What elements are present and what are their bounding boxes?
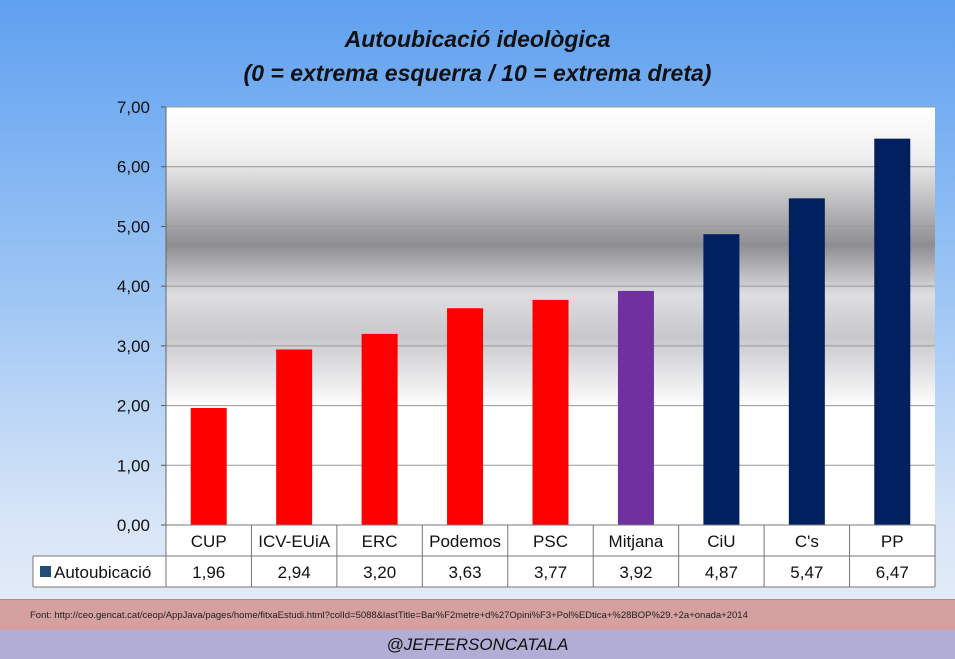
legend-key [40,566,51,577]
category-label: PSC [533,532,568,551]
value-label: 3,92 [619,563,652,582]
value-label: 4,87 [705,563,738,582]
source-text: Font: http://ceo.gencat.cat/ceop/AppJava… [30,610,748,621]
category-label: CiU [707,532,735,551]
category-label: Podemos [429,532,501,551]
category-label: ICV-EUiA [258,532,330,551]
chart-title-line1: Autoubicació ideològica [344,26,611,52]
category-label: ERC [362,532,398,551]
bar-mitjana [617,290,654,525]
category-label: C's [795,532,819,551]
y-tick-label: 4,00 [117,277,150,296]
y-tick-label: 1,00 [117,456,150,475]
chart-title: Autoubicació ideològica (0 = extrema esq… [0,22,955,90]
bar-cup [190,407,227,525]
bar-icv-euia [276,349,313,525]
value-label: 2,94 [278,563,311,582]
y-tick-label: 0,00 [117,516,150,535]
y-tick-label: 6,00 [117,158,150,177]
y-tick-label: 7,00 [117,98,150,117]
y-tick-label: 3,00 [117,337,150,356]
bar-chart: 0,00 1,00 2,00 3,00 4,00 5,00 6,00 7,00 CUP ICV-… [32,98,936,588]
table-header-bg [166,525,935,556]
source-footer: Font: http://ceo.gencat.cat/ceop/AppJava… [0,599,955,630]
bar-ciu [703,234,740,526]
series-name: Autoubicació [54,563,151,582]
table-row-bg [33,556,935,587]
value-label: 5,47 [790,563,823,582]
value-label: 3,77 [534,563,567,582]
bar-c-s [788,198,825,525]
value-label: 6,47 [876,563,909,582]
y-tick-label: 5,00 [117,217,150,236]
category-label: PP [881,532,904,551]
chart-title-line2: (0 = extrema esquerra / 10 = extrema dre… [243,60,712,86]
bar-pp [874,138,911,526]
bar-erc [361,333,398,525]
category-label: CUP [191,532,227,551]
category-label: Mitjana [609,532,664,551]
credit-text: @JEFFERSONCATALA [386,635,569,654]
bar-psc [532,299,569,525]
credit-footer: @JEFFERSONCATALA [0,630,955,659]
value-label: 3,20 [363,563,396,582]
bar-podemos [447,308,484,525]
value-label: 3,63 [449,563,482,582]
y-tick-label: 2,00 [117,397,150,416]
value-label: 1,96 [192,563,225,582]
